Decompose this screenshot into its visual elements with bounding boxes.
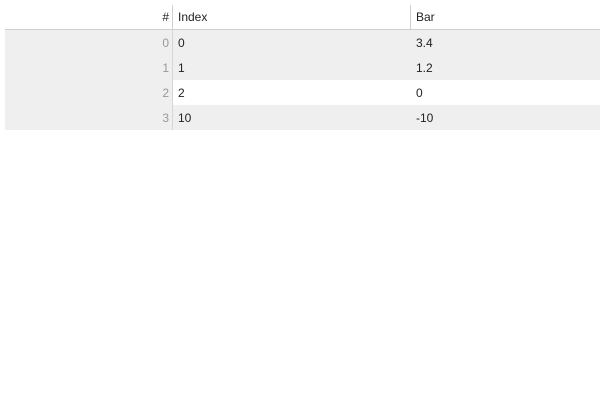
table-row[interactable]: 3 10 -10 (5, 105, 600, 130)
column-header-row-number[interactable]: # (5, 5, 173, 29)
table-row[interactable]: 2 2 0 (5, 80, 600, 105)
index-cell[interactable]: 1 (178, 60, 185, 75)
index-cell[interactable]: 0 (178, 35, 185, 50)
row-number-cell: 3 (5, 105, 173, 130)
bar-cell[interactable]: 0 (416, 85, 423, 100)
table-row[interactable]: 0 0 3.4 (5, 30, 600, 55)
row-number-cell: 1 (5, 55, 173, 80)
column-header-bar[interactable]: Bar (416, 10, 435, 24)
row-number-cell: 2 (5, 80, 173, 105)
bar-cell[interactable]: 3.4 (416, 35, 433, 50)
bar-cell[interactable]: -10 (416, 110, 434, 125)
bar-cell[interactable]: 1.2 (416, 60, 433, 75)
row-number-cell: 0 (5, 30, 173, 55)
data-grid: # Index Bar 0 0 3.4 1 1 1.2 2 2 0 3 10 -… (5, 5, 600, 130)
table-row[interactable]: 1 1 1.2 (5, 55, 600, 80)
table-header-row: # Index Bar (5, 5, 600, 30)
index-cell[interactable]: 10 (178, 110, 192, 125)
column-header-index[interactable]: Index (173, 5, 411, 29)
index-cell[interactable]: 2 (178, 85, 185, 100)
